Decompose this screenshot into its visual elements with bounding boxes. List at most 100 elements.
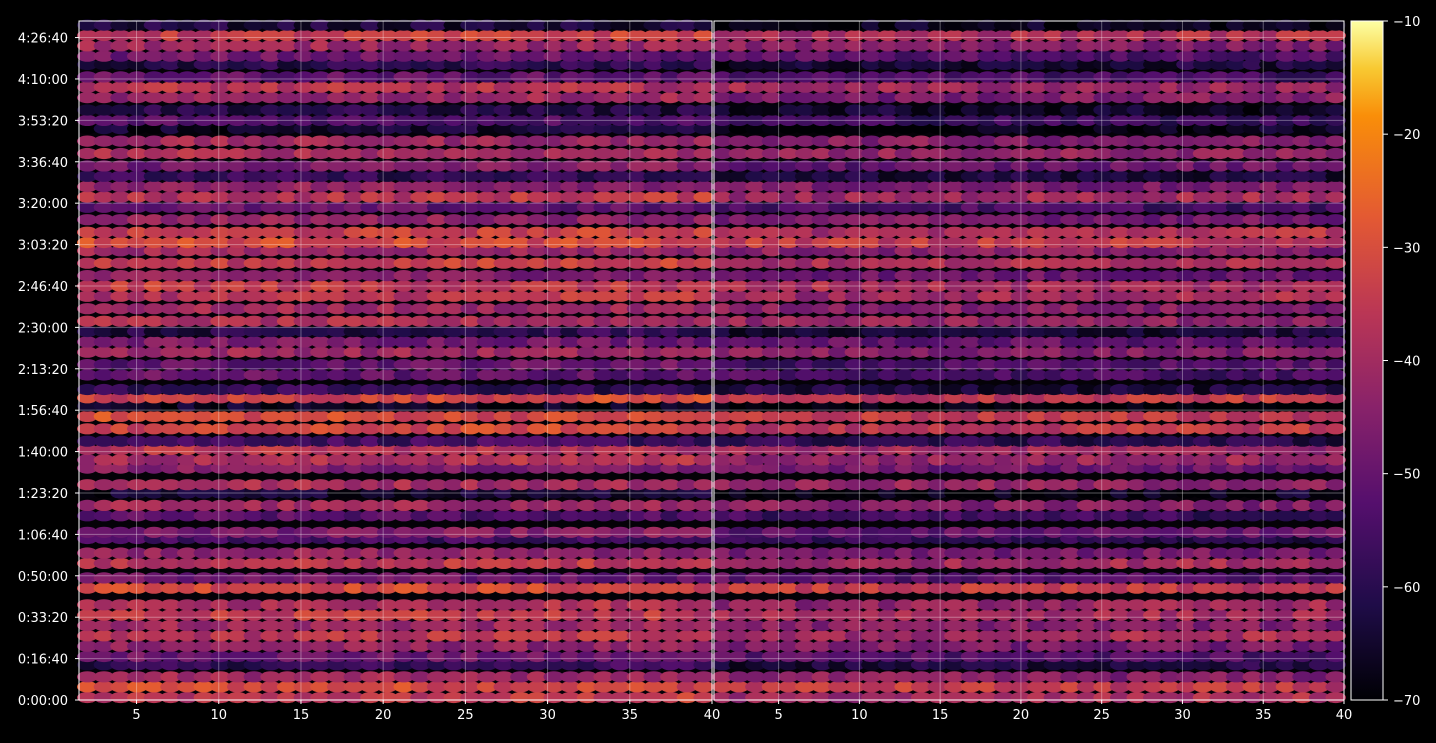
heatmap-cell — [476, 400, 498, 412]
heatmap-cell — [343, 619, 365, 632]
heatmap-cell — [260, 58, 281, 71]
heatmap-cell — [1192, 659, 1214, 671]
heatmap-cell — [143, 630, 165, 642]
heatmap-cell — [778, 681, 799, 693]
heatmap-cell — [260, 410, 281, 422]
heatmap-cell — [510, 29, 531, 42]
heatmap-cell — [293, 659, 315, 671]
heatmap-cell — [1259, 582, 1280, 594]
heatmap-cell — [77, 135, 98, 147]
heatmap-cell — [77, 50, 98, 62]
heatmap-cell — [1192, 609, 1214, 621]
heatmap-cell — [910, 572, 932, 584]
heatmap-cell — [276, 29, 298, 42]
heatmap-cell — [560, 315, 581, 327]
heatmap-cell — [811, 681, 833, 693]
heatmap-cell — [676, 280, 698, 292]
heatmap-cell — [326, 160, 348, 172]
heatmap-cell — [310, 526, 331, 538]
heatmap-cell — [510, 170, 531, 182]
heatmap-cell — [626, 369, 648, 381]
heatmap-cell — [243, 181, 265, 193]
heatmap-cell — [676, 325, 698, 338]
heatmap-cell — [293, 582, 315, 594]
heatmap-cell — [93, 557, 115, 570]
heatmap-cell — [293, 135, 315, 147]
heatmap-cell — [676, 160, 698, 172]
heatmap-cell — [526, 19, 548, 31]
heatmap-cell — [243, 640, 265, 652]
heatmap-cell — [343, 201, 365, 213]
heatmap-cell — [77, 630, 98, 642]
heatmap-cell — [443, 671, 465, 683]
heatmap-cell — [193, 510, 215, 522]
heatmap-cell — [227, 557, 248, 570]
heatmap-cell — [526, 58, 548, 71]
heatmap-cell — [460, 423, 481, 435]
heatmap-cell — [127, 572, 148, 584]
heatmap-cell — [910, 582, 932, 594]
heatmap-cell — [376, 303, 398, 315]
heatmap-cell — [1192, 619, 1214, 632]
heatmap-cell — [1060, 619, 1081, 632]
heatmap-cell — [376, 114, 398, 126]
heatmap-cell — [476, 630, 498, 642]
heatmap-cell — [343, 659, 365, 671]
heatmap-cell — [526, 303, 548, 315]
heatmap-cell — [493, 557, 515, 570]
heatmap-cell — [560, 572, 581, 584]
heatmap-cell — [410, 236, 431, 249]
heatmap-cell — [193, 40, 215, 52]
heatmap-cell — [460, 383, 481, 396]
heatmap-cell — [393, 336, 415, 348]
heatmap-cell — [693, 547, 714, 559]
heatmap-cell — [260, 609, 281, 621]
heatmap-cell — [160, 499, 181, 511]
heatmap-cell — [460, 135, 481, 147]
heatmap-cell — [77, 303, 98, 315]
heatmap-cell — [1109, 619, 1131, 632]
heatmap-cell — [660, 92, 681, 104]
heatmap-cell — [110, 236, 131, 249]
heatmap-cell — [693, 599, 714, 611]
heatmap-cell — [576, 226, 598, 238]
heatmap-cell — [593, 270, 614, 282]
heatmap-cell — [210, 410, 231, 422]
heatmap-cell — [560, 681, 581, 693]
heatmap-cell — [310, 359, 331, 371]
heatmap-cell — [543, 270, 565, 282]
heatmap-cell — [1010, 557, 1031, 570]
heatmap-cell — [193, 640, 215, 652]
heatmap-cell — [360, 557, 381, 570]
heatmap-cell — [210, 19, 231, 31]
heatmap-cell — [93, 201, 115, 213]
y-tick-label: 1:23:20 — [18, 487, 68, 502]
heatmap-cell — [210, 510, 231, 522]
heatmap-cell — [310, 499, 331, 511]
heatmap-cell — [543, 582, 565, 594]
heatmap-cell — [160, 557, 181, 570]
heatmap-cell — [560, 443, 581, 456]
heatmap-cell — [160, 104, 181, 116]
heatmap-cell — [660, 681, 681, 693]
heatmap-cell — [476, 81, 498, 93]
heatmap-cell — [510, 280, 531, 292]
heatmap-cell — [543, 29, 565, 42]
heatmap-cell — [476, 201, 498, 213]
heatmap-cell — [643, 201, 664, 213]
heatmap-cell — [326, 479, 348, 491]
heatmap-cell — [693, 40, 714, 52]
heatmap-cell — [243, 383, 265, 396]
heatmap-cell — [110, 454, 131, 466]
heatmap-cell — [993, 599, 1015, 611]
heatmap-cell — [127, 245, 148, 257]
heatmap-cell — [593, 236, 614, 249]
heatmap-cell — [393, 58, 415, 71]
heatmap-cell — [593, 123, 614, 135]
heatmap-cell — [728, 599, 750, 611]
heatmap-cell — [1242, 640, 1264, 652]
heatmap-cell — [93, 257, 115, 269]
heatmap-cell — [276, 214, 298, 226]
heatmap-cell — [110, 609, 131, 621]
heatmap-cell — [693, 487, 714, 499]
